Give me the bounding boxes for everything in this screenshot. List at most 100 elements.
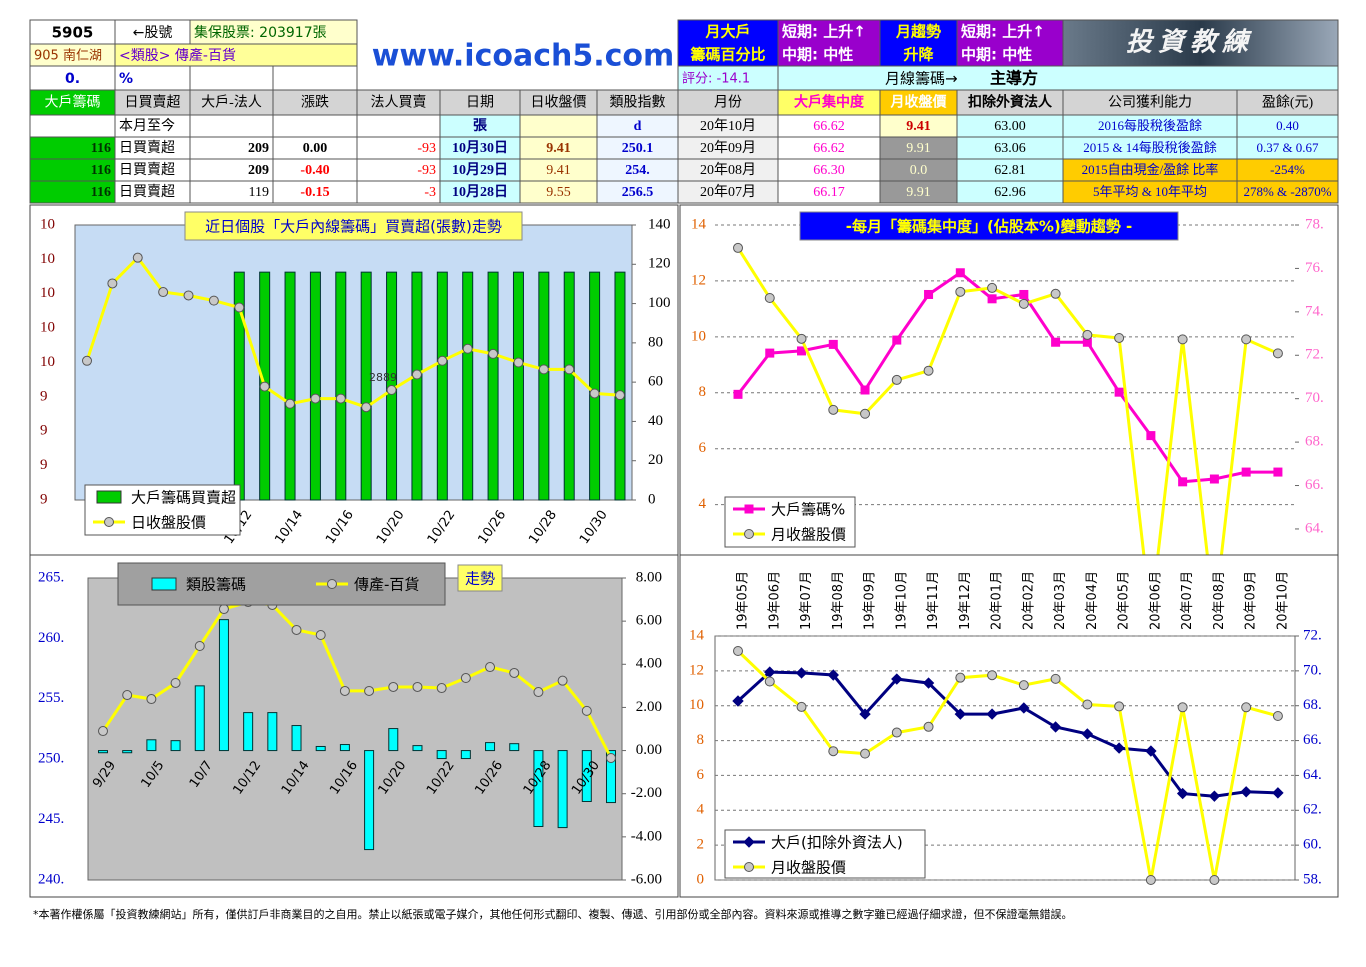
bar	[360, 271, 372, 501]
point	[923, 721, 934, 732]
header-text: 5905	[52, 24, 94, 42]
legend-label: 大戶籌碼買賣超	[131, 489, 236, 507]
bar	[291, 725, 302, 752]
table-value: 278% & -2870%	[1243, 184, 1331, 199]
table-value: 20年08月	[700, 162, 756, 178]
point	[364, 685, 375, 696]
point	[462, 343, 473, 354]
point	[104, 517, 114, 527]
table-value: 209	[248, 141, 269, 156]
y-tick-label: 10	[691, 328, 706, 344]
point	[987, 670, 998, 681]
point	[1050, 288, 1061, 299]
table-header: 類股指數	[610, 95, 666, 111]
x-tick-label: 19年12月	[958, 571, 973, 630]
y-tick-label: 265.	[38, 569, 64, 585]
header-text: 月大戶	[704, 23, 750, 41]
table-cell	[519, 89, 598, 116]
table-value: 63.00	[994, 119, 1026, 134]
point	[733, 389, 743, 399]
table-value: 254.	[625, 163, 650, 178]
header-text: 籌碼百分比	[690, 46, 765, 64]
x-tick-label: 20年06月	[1148, 571, 1163, 630]
bar	[194, 685, 205, 752]
table-cell	[1236, 89, 1339, 116]
y-tick-label: 240.	[38, 871, 64, 887]
y2-tick-label: 0.00	[636, 742, 662, 758]
legend-label: 月收盤股價	[771, 526, 846, 544]
x-tick-label: 20年10月	[1275, 571, 1290, 630]
point	[327, 579, 337, 589]
point	[860, 408, 871, 419]
point	[1114, 701, 1125, 712]
point	[581, 705, 592, 716]
table-value: 116	[91, 141, 111, 156]
point	[1241, 467, 1251, 477]
table-header: 大戶籌碼	[45, 95, 101, 111]
point	[1272, 348, 1283, 359]
line	[101, 600, 613, 759]
table-value: -254%	[1270, 162, 1305, 177]
y2-tick-label: 60	[648, 374, 663, 390]
point	[170, 677, 181, 688]
point	[764, 676, 775, 687]
bar	[339, 744, 350, 752]
point	[860, 385, 870, 395]
table-value: 日買賣超	[119, 162, 175, 178]
table-value: 62.96	[994, 185, 1026, 200]
bar	[218, 619, 229, 752]
y-tick-label: 10	[40, 285, 55, 301]
table-cell	[189, 89, 274, 116]
legend-label: 傳產-百貨	[354, 576, 419, 594]
table-value: 63.06	[994, 141, 1026, 156]
legend-label: 類股籌碼	[186, 576, 246, 594]
table-value: 250.1	[622, 141, 654, 156]
x-tick-label: 20年09月	[1244, 571, 1259, 630]
header-cell	[677, 19, 779, 67]
point	[828, 404, 839, 415]
y2-tick-label: -2.00	[631, 785, 662, 801]
table-value: 日買賣超	[119, 140, 175, 156]
point	[987, 294, 997, 304]
point	[1209, 875, 1220, 885]
point	[955, 286, 966, 297]
y2-tick-label: 0	[648, 491, 656, 507]
point	[744, 529, 754, 539]
x-tick-label: 20年05月	[1117, 571, 1132, 630]
table-value: 2016每股稅後盈餘	[1098, 118, 1202, 133]
table-header: 法人買賣	[371, 95, 427, 111]
header-text: 中期: 中性	[961, 46, 1032, 64]
table-value: 0.40	[1276, 118, 1299, 133]
point	[411, 369, 422, 380]
bar	[412, 745, 423, 752]
header-text: 集保股票: 203917張	[194, 24, 327, 41]
x-tick-label: 20年02月	[1021, 571, 1036, 630]
y-tick-label: 14	[691, 216, 707, 232]
point	[339, 685, 350, 696]
table-value: 116	[91, 163, 111, 178]
y-tick-label: 12	[691, 272, 706, 288]
table-cell	[956, 89, 1064, 116]
point	[335, 393, 346, 404]
y-tick-label: 8	[699, 384, 707, 400]
point	[954, 708, 967, 720]
y2-tick-label: 72.	[1305, 347, 1324, 363]
point	[1241, 702, 1252, 713]
y2-tick-label: 66.	[1305, 477, 1324, 493]
bar	[605, 750, 616, 804]
legend-label: 日收盤股價	[131, 514, 206, 532]
point	[859, 708, 871, 720]
y2-tick-label: 40	[648, 413, 663, 429]
point	[460, 673, 471, 684]
point	[744, 504, 754, 514]
point	[828, 746, 839, 757]
y2-tick-label: 78.	[1305, 216, 1324, 232]
x-tick-label: 20年04月	[1085, 571, 1100, 630]
point	[291, 624, 302, 635]
point	[315, 630, 326, 641]
point	[743, 836, 755, 848]
y-tick-label: 10	[40, 251, 55, 267]
table-cell	[189, 114, 274, 138]
point	[310, 393, 321, 404]
header-cell	[677, 65, 779, 91]
